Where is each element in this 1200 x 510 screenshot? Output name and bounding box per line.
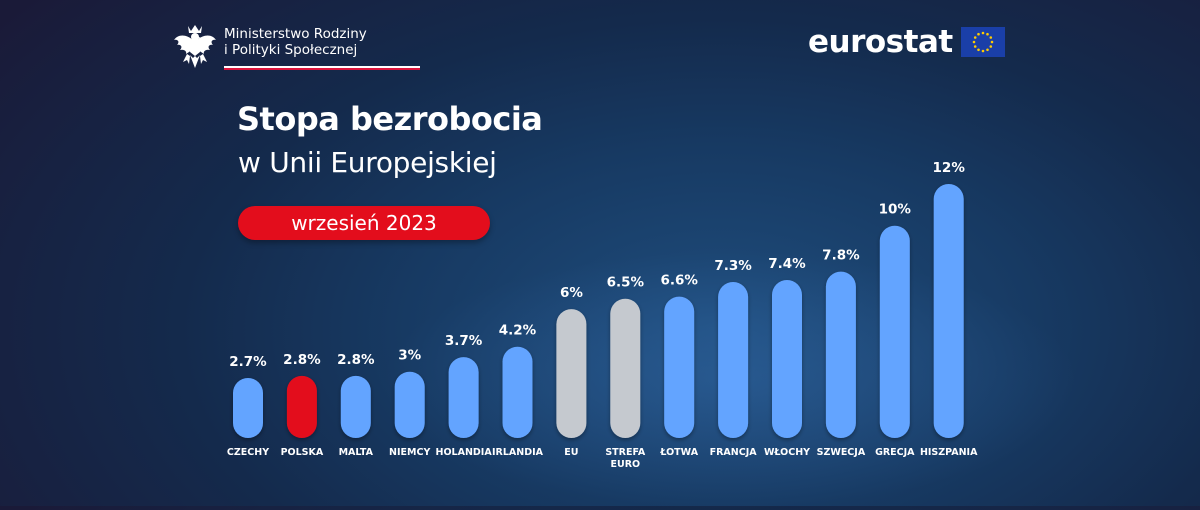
category-label-6: EU bbox=[564, 447, 578, 458]
category-label-4: HOLANDIA bbox=[436, 447, 493, 458]
value-label-9: 7.3% bbox=[714, 258, 752, 274]
bar-12 bbox=[879, 225, 910, 438]
category-label-12: GRECJA bbox=[875, 447, 915, 458]
category-label-11: SZWECJA bbox=[817, 447, 866, 458]
category-label-0: CZECHY bbox=[227, 447, 269, 458]
bar-4 bbox=[448, 357, 479, 438]
value-label-4: 3.7% bbox=[445, 333, 483, 349]
bar-6 bbox=[556, 309, 587, 438]
value-label-7: 6.5% bbox=[607, 275, 645, 291]
category-label-7-1: EURO bbox=[610, 459, 640, 470]
category-label-10: WŁOCHY bbox=[764, 447, 810, 458]
chart-title: Stopa bezrobocia bbox=[237, 100, 543, 138]
value-label-10: 7.4% bbox=[768, 256, 806, 272]
category-label-7-0: STREFA bbox=[605, 447, 646, 458]
ministry-name: Ministerstwo Rodziny i Polityki Społeczn… bbox=[224, 22, 367, 58]
bar-9 bbox=[718, 282, 749, 438]
chart-subtitle: w Unii Europejskiej bbox=[238, 146, 497, 179]
bar-0 bbox=[233, 378, 263, 438]
category-label-3: NIEMCY bbox=[389, 447, 430, 458]
category-label-9: FRANCJA bbox=[710, 447, 758, 458]
value-label-3: 3% bbox=[398, 348, 421, 364]
polish-eagle-icon bbox=[174, 25, 216, 68]
value-label-0: 2.7% bbox=[229, 354, 267, 370]
value-label-1: 2.8% bbox=[283, 352, 321, 368]
category-label-5: IRLANDIA bbox=[492, 447, 544, 458]
ministry-line-2: i Polityki Społecznej bbox=[224, 42, 358, 58]
value-label-2: 2.8% bbox=[337, 352, 375, 368]
eurostat-wordmark: eurostat bbox=[808, 24, 953, 60]
date-badge: wrzesień 2023 bbox=[238, 206, 490, 240]
bar-8 bbox=[664, 296, 695, 438]
value-label-8: 6.6% bbox=[660, 273, 698, 289]
value-label-13: 12% bbox=[933, 160, 966, 176]
bar-7 bbox=[610, 298, 641, 438]
value-label-5: 4.2% bbox=[499, 323, 537, 339]
eu-flag-icon bbox=[960, 27, 1005, 57]
polish-flag-stripe bbox=[224, 66, 420, 70]
ministry-line-1: Ministerstwo Rodziny bbox=[224, 26, 367, 42]
bar-13 bbox=[933, 184, 964, 438]
bar-2 bbox=[340, 375, 371, 438]
category-label-13: HISZPANIA bbox=[920, 447, 978, 458]
category-label-2: MALTA bbox=[339, 447, 374, 458]
category-label-1: POLSKA bbox=[281, 447, 324, 458]
bar-3 bbox=[394, 371, 425, 438]
category-label-8: ŁOTWA bbox=[659, 447, 698, 458]
ministry-logo: Ministerstwo Rodziny i Polityki Społeczn… bbox=[172, 22, 420, 72]
eurostat-logo: eurostat bbox=[808, 24, 1005, 60]
bar-5 bbox=[502, 346, 533, 438]
bar-10 bbox=[772, 279, 802, 438]
value-label-12: 10% bbox=[879, 202, 912, 218]
value-label-6: 6% bbox=[560, 285, 583, 301]
bar-11 bbox=[825, 271, 856, 438]
value-label-11: 7.8% bbox=[822, 248, 860, 264]
bar-1 bbox=[286, 375, 317, 438]
